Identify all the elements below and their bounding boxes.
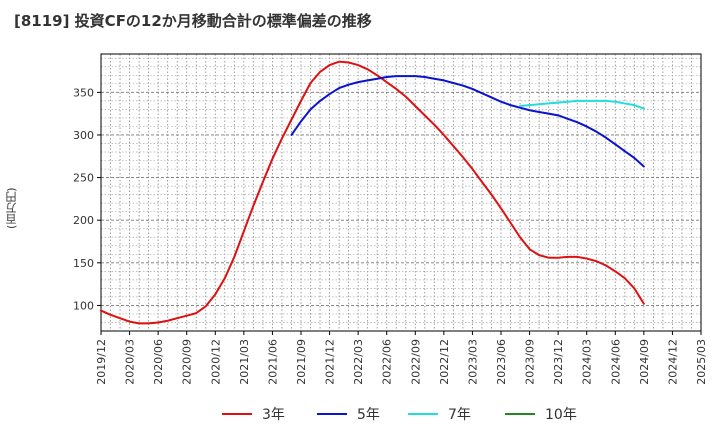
x-tick-label: 2022/03 — [352, 339, 365, 385]
plot-frame — [100, 53, 702, 332]
x-tick-label: 2020/12 — [209, 339, 222, 385]
plot-area — [101, 54, 701, 331]
y-tick-label: 200 — [73, 214, 94, 227]
series-line-3年 — [100, 60, 645, 325]
axis-layer: 100 150 200 250 300 350 2019/12 2020/03 2020/06 2… — [73, 53, 708, 385]
x-tick-label: 2023/09 — [524, 339, 537, 385]
x-tick-label: 2020/03 — [124, 339, 137, 385]
legend-label-7年: 7年 — [448, 407, 471, 423]
x-tick-label: 2025/03 — [695, 339, 708, 385]
x-tick-label: 2022/06 — [381, 339, 394, 385]
series-line-5年 — [290, 75, 645, 168]
x-tick-label: 2022/09 — [409, 339, 422, 385]
grid-layer — [101, 54, 701, 331]
legend-label-10年: 10年 — [545, 407, 577, 423]
x-tick-label: 2020/06 — [152, 339, 165, 385]
y-tick-label: 300 — [73, 129, 94, 142]
x-tick-label: 2024/12 — [666, 339, 679, 385]
chart-title: [8119] 投資CFの12か月移動合計の標準偏差の推移 — [14, 12, 372, 30]
x-tick-label: 2023/12 — [552, 339, 565, 385]
y-tick-label: 250 — [73, 172, 94, 185]
y-tick-label: 100 — [73, 299, 94, 312]
x-tick-label: 2021/06 — [266, 339, 279, 385]
x-tick-label: 2021/03 — [238, 339, 251, 385]
x-tick-label: 2021/09 — [295, 339, 308, 385]
x-tick-label: 2023/03 — [466, 339, 479, 385]
x-tick-label: 2023/06 — [495, 339, 508, 385]
x-tick-label: 2021/12 — [324, 339, 337, 385]
y-tick-label: 350 — [73, 86, 94, 99]
series-layer — [100, 60, 645, 325]
x-tick-label: 2024/03 — [581, 339, 594, 385]
x-tick-label: 2020/09 — [181, 339, 194, 385]
legend-label-3年: 3年 — [262, 407, 285, 423]
y-tick-label: 150 — [73, 257, 94, 270]
x-tick-label: 2019/12 — [95, 339, 108, 385]
x-tick-label: 2024/09 — [638, 339, 651, 385]
series-line-7年 — [519, 99, 645, 110]
x-tick-label: 2024/06 — [609, 339, 622, 385]
legend-label-5年: 5年 — [357, 407, 380, 423]
x-tick-label: 2022/12 — [438, 339, 451, 385]
legend: 3年 5年 7年 10年 — [222, 407, 577, 423]
